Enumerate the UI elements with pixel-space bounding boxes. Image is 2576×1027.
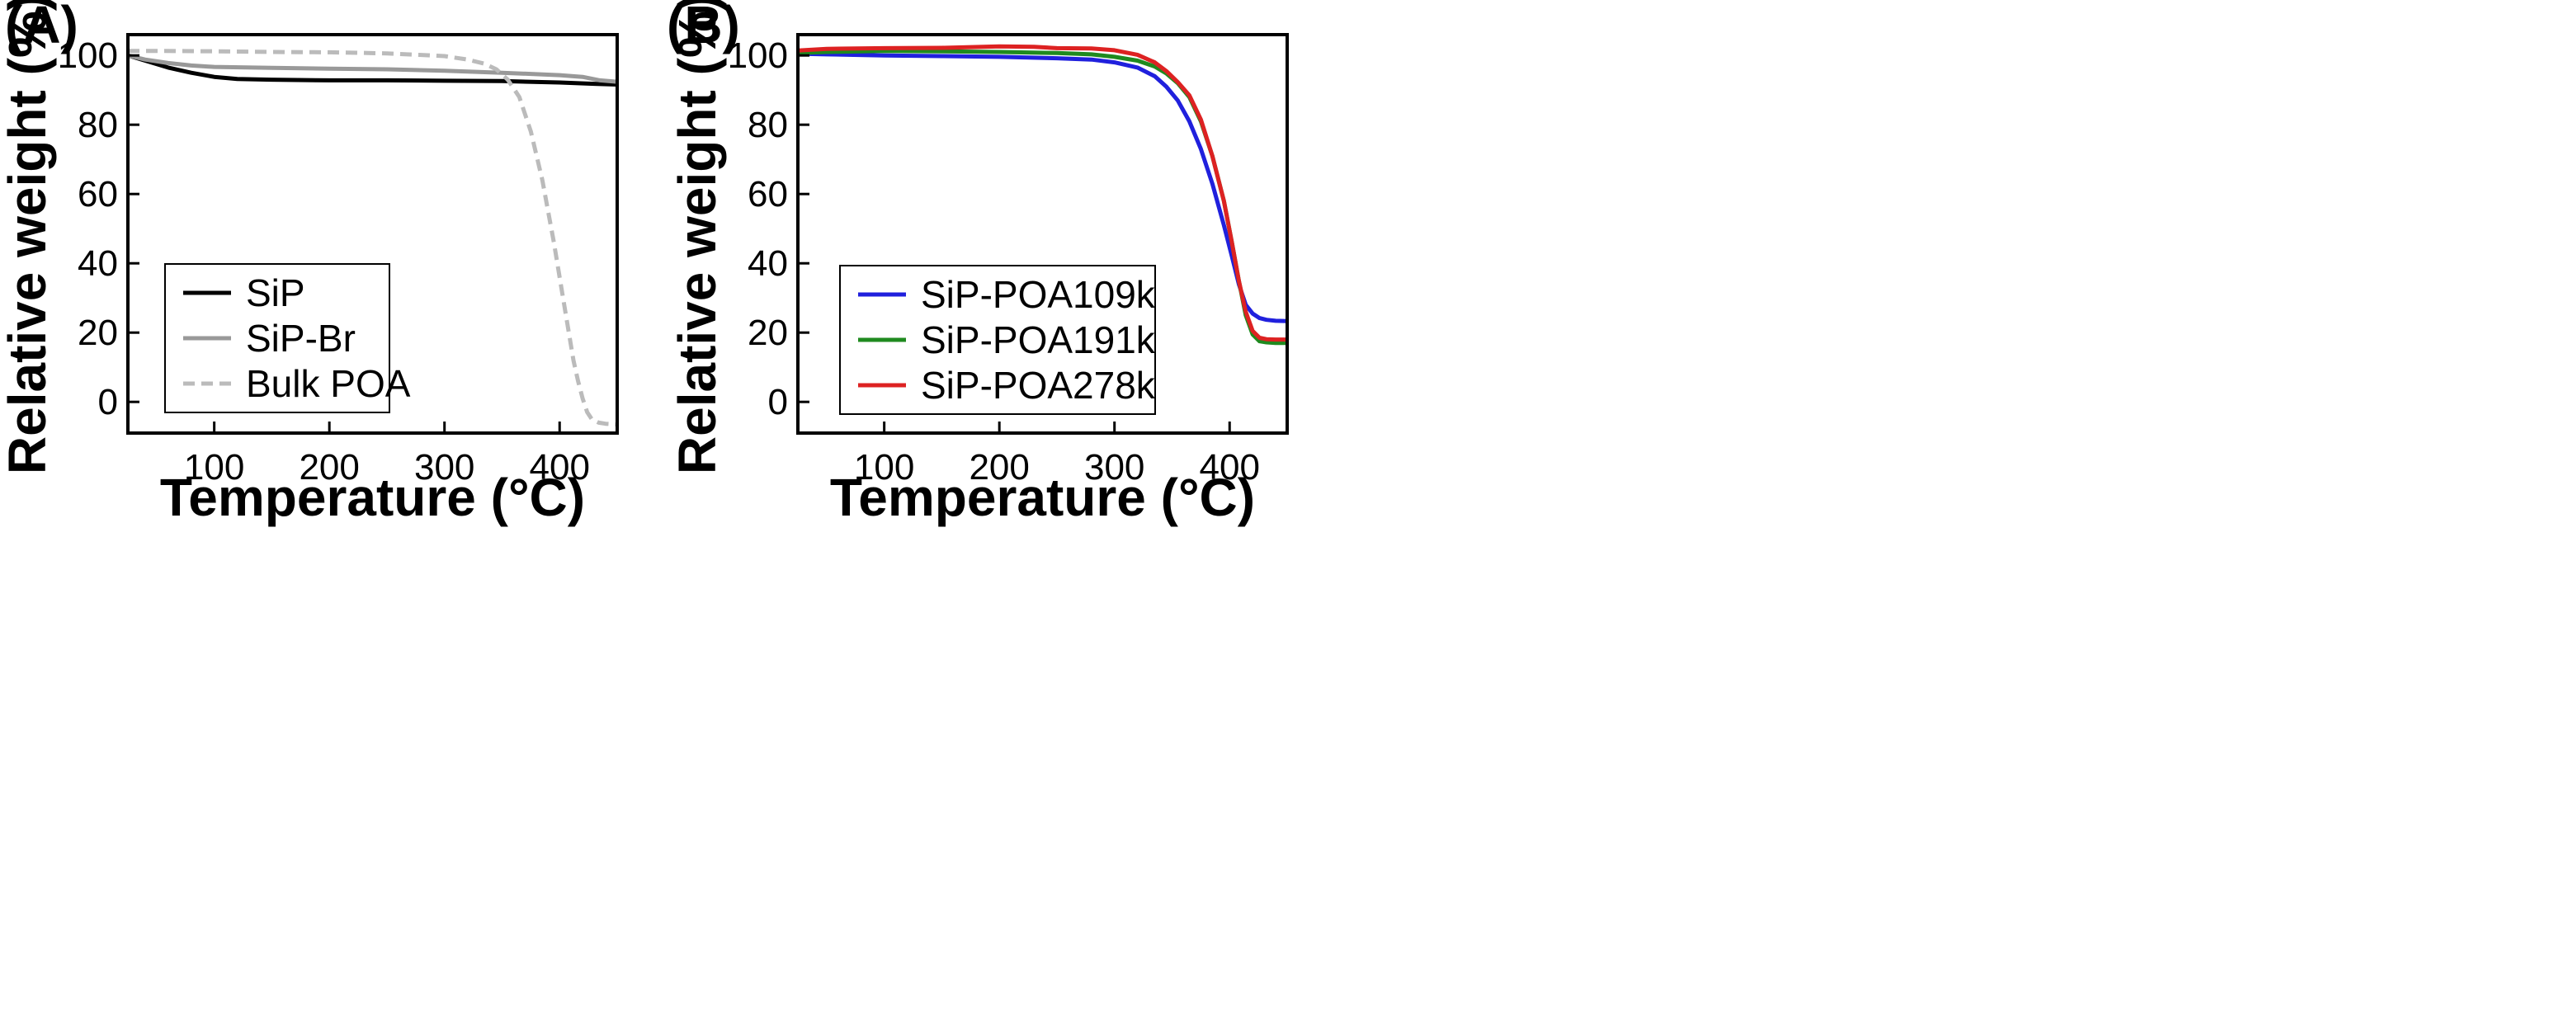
x-tick-label: 100 (854, 447, 914, 488)
x-tick-label: 100 (184, 447, 244, 488)
y-axis-title: Relative weight (%) (0, 0, 57, 474)
series-line-sip-poa109k (798, 51, 1287, 323)
x-axis-title: Temperature (°C) (160, 468, 585, 527)
legend-label: SiP-POA191k (921, 318, 1156, 361)
legend-label: Bulk POA (246, 362, 411, 405)
legend-label: SiP-POA109k (921, 273, 1156, 316)
panel-label: (A) (5, 0, 78, 54)
panel-label: (B) (667, 0, 740, 54)
series-line-sip-br (128, 53, 617, 84)
series-line-sip-poa278k (798, 44, 1287, 342)
x-axis-title: Temperature (°C) (830, 468, 1255, 527)
x-tick-label: 200 (969, 447, 1029, 488)
y-tick-label: 0 (768, 382, 788, 422)
x-tick-label: 300 (414, 447, 474, 488)
y-tick-label: 80 (78, 105, 118, 145)
y-tick-label: 40 (748, 243, 788, 284)
y-tick-label: 60 (78, 174, 118, 214)
x-tick-label: 400 (1200, 447, 1260, 488)
y-tick-label: 80 (748, 105, 788, 145)
y-tick-label: 100 (58, 35, 118, 76)
y-tick-label: 20 (748, 313, 788, 353)
legend-label: SiP-Br (246, 317, 356, 360)
series-line-bulk-poa (128, 49, 617, 426)
series-line-sip (128, 53, 617, 87)
x-tick-label: 400 (530, 447, 590, 488)
y-tick-label: 60 (748, 174, 788, 214)
x-tick-label: 200 (299, 447, 359, 488)
plot-frame (796, 33, 1289, 435)
y-tick-label: 20 (78, 313, 118, 353)
plot-frame (126, 33, 619, 435)
y-tick-label: 40 (78, 243, 118, 284)
y-axis-title: Relative weight (%) (668, 0, 727, 474)
legend-label: SiP (246, 271, 305, 314)
y-tick-label: 100 (728, 35, 788, 76)
legend-label: SiP-POA278k (921, 364, 1156, 407)
x-tick-label: 300 (1084, 447, 1144, 488)
y-tick-label: 0 (98, 382, 118, 422)
